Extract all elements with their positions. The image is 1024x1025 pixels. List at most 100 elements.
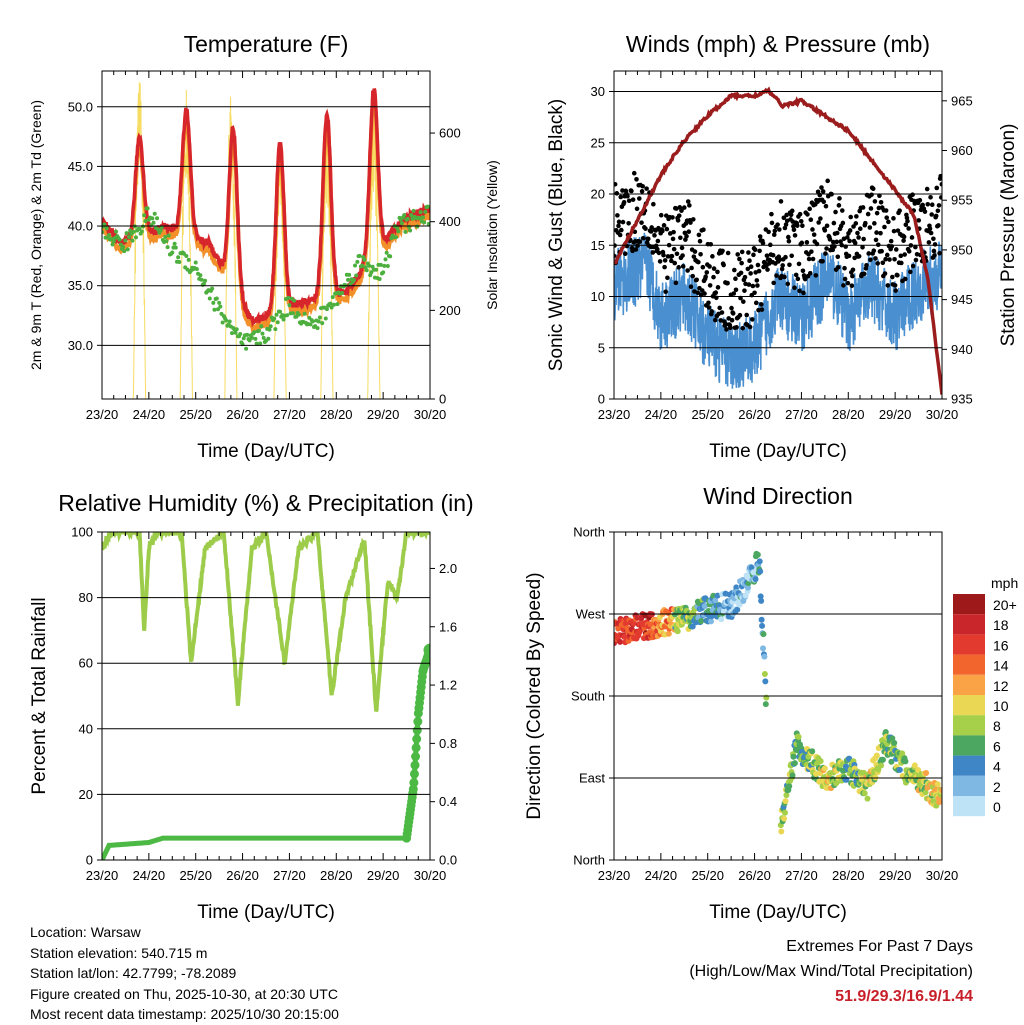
direction-xtick-label: 29/20 (879, 868, 912, 883)
direction-point (762, 701, 769, 708)
gust-point (753, 300, 759, 306)
legend-label: 2 (993, 779, 1001, 795)
gust-point (621, 199, 627, 205)
dewpoint-point (111, 239, 116, 244)
dewpoint-point (346, 277, 350, 282)
dewpoint-point (324, 307, 329, 312)
gust-point (639, 220, 644, 225)
gust-point (910, 263, 916, 269)
gust-point (626, 220, 631, 226)
gust-point (731, 291, 737, 296)
precip-point (412, 734, 422, 744)
gust-point (703, 274, 708, 279)
gust-point (696, 232, 702, 238)
gust-point (791, 224, 796, 229)
gust-point (678, 235, 683, 241)
gust-point (906, 249, 912, 254)
gust-point (737, 312, 743, 318)
gust-point (916, 218, 922, 223)
temperature-xtick-label: 28/20 (320, 407, 353, 422)
temperature-ytick-label: 35.0 (68, 278, 93, 293)
gust-point (850, 273, 855, 279)
gust-point (688, 284, 694, 290)
dewpoint-point (131, 229, 136, 234)
dewpoint-point (150, 216, 155, 221)
direction-point (783, 792, 790, 799)
gust-point (873, 256, 878, 261)
gust-point (720, 248, 725, 254)
gust-point (700, 264, 706, 270)
dewpoint-point (394, 235, 399, 240)
winds-title: Winds (mph) & Pressure (mb) (626, 31, 930, 57)
gust-point (689, 265, 694, 271)
humidity-ytick-right-label: 2.0 (439, 561, 457, 576)
gust-point (910, 192, 915, 198)
gust-point (938, 173, 942, 179)
gust-point (733, 276, 738, 282)
gust-point (797, 211, 803, 217)
dewpoint-point (224, 318, 229, 323)
dewpoint-point (258, 341, 263, 346)
dewpoint-point (367, 263, 372, 268)
direction-point (718, 616, 725, 623)
gust-point (756, 268, 762, 274)
direction-ytick-label: West (576, 607, 606, 622)
dewpoint-point (330, 295, 335, 300)
winds-plot-frame (613, 70, 943, 400)
legend-label: 6 (993, 738, 1001, 754)
gust-point (746, 250, 751, 255)
gust-point (865, 211, 871, 217)
gust-point (717, 305, 723, 311)
dewpoint-point (256, 328, 261, 333)
humidity-ytick-label: 80 (79, 590, 93, 605)
temperature-ylabel: 2m & 9m T (Red, Orange) & 2m Td (Green) (28, 100, 44, 370)
gust-point (694, 277, 699, 283)
direction-xtick-label: 27/20 (785, 868, 818, 883)
temperature-xlabel: Time (Day/UTC) (197, 441, 335, 462)
gust-point (884, 215, 890, 220)
gust-point (855, 230, 860, 236)
gust-point (882, 224, 887, 230)
station-info: Location: Warsaw Station elevation: 540.… (30, 922, 339, 1025)
humidity-ytick-right-label: 0.8 (439, 736, 457, 751)
gust-point (861, 236, 866, 242)
humidity-plot-frame (101, 531, 431, 861)
direction-point (752, 576, 759, 583)
gust-point (713, 290, 719, 295)
gust-point (796, 261, 802, 267)
dewpoint-point (110, 242, 115, 247)
direction-point (621, 633, 628, 640)
dewpoint-point (130, 238, 135, 243)
gust-point (935, 208, 941, 214)
gust-point (872, 199, 878, 204)
dewpoint-point (145, 206, 150, 211)
gust-point (764, 253, 770, 258)
gust-point (836, 264, 841, 270)
extremes-values: 51.9/29.3/16.9/1.44 (835, 988, 973, 1005)
gust-point (754, 278, 760, 283)
gust-point (817, 192, 823, 198)
gust-point (901, 234, 907, 240)
gust-point (893, 247, 899, 252)
temperature-xtick-label: 30/20 (414, 407, 447, 422)
direction-point (760, 631, 767, 638)
station-location: Location: Warsaw (30, 924, 141, 940)
dewpoint-point (406, 224, 411, 229)
gust-point (785, 281, 791, 287)
gust-point (679, 245, 685, 251)
gust-point (651, 201, 656, 207)
direction-point (762, 678, 769, 685)
dewpoint-point (104, 226, 109, 231)
precip-point (409, 769, 419, 779)
gust-point (841, 283, 846, 288)
dewpoint-point (137, 226, 142, 231)
gust-point (840, 220, 846, 226)
gust-point (732, 267, 737, 273)
temperature-title: Temperature (F) (184, 31, 349, 57)
gust-point (886, 219, 891, 225)
gust-point (892, 256, 897, 262)
precip-point (410, 760, 420, 770)
dewpoint-point (323, 316, 328, 321)
gust-point (734, 325, 739, 330)
